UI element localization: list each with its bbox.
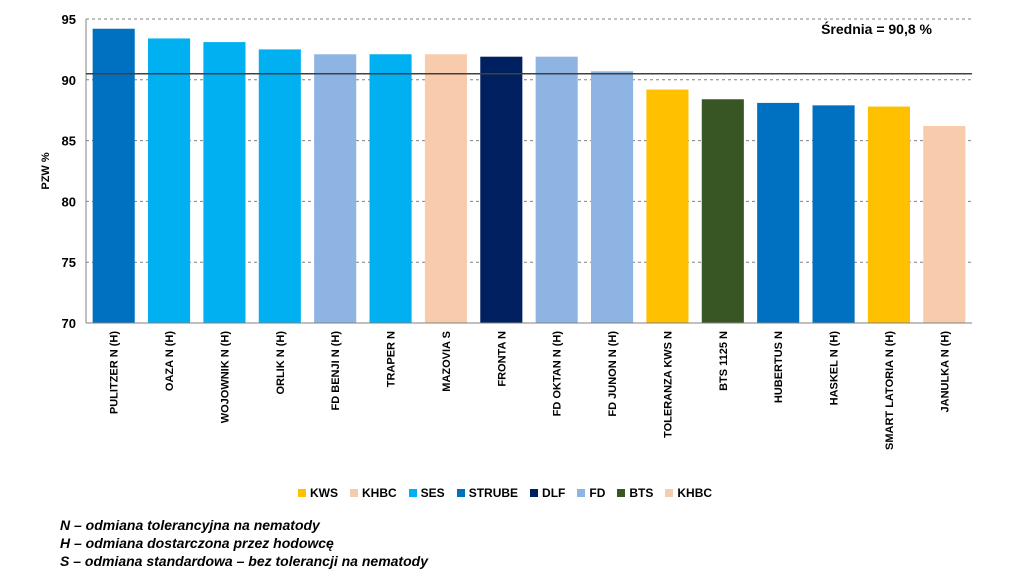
y-tick-label: 75: [62, 255, 76, 270]
legend-swatch: [350, 489, 358, 497]
y-tick-label: 85: [62, 134, 76, 149]
x-tick-label: SMART LATORIA N (H): [884, 331, 896, 450]
y-tick-label: 80: [62, 194, 76, 209]
x-tick-label: WOJOWNIK N (H): [219, 331, 231, 424]
bar-chart: Średnia = 90,8 % 70 75 80 85 90 95 PZW % PULITZE…: [40, 12, 972, 450]
footnotes: N – odmiana tolerancyjna na nematody H –…: [60, 516, 428, 570]
y-tick-label: 70: [62, 316, 76, 331]
bar: [812, 105, 855, 323]
chart-legend: KWS KHBC SES STRUBE DLF FD BTS KHBC: [298, 486, 724, 500]
legend-swatch: [617, 489, 626, 497]
footnote-n: N – odmiana tolerancyjna na nematody: [60, 517, 320, 533]
legend-swatch: [577, 489, 586, 497]
y-tick-label: 90: [62, 73, 76, 88]
x-tick-label: PULITZER N (H): [109, 331, 121, 414]
y-tick-label: 95: [62, 12, 76, 27]
legend-label: KHBC: [677, 486, 713, 500]
x-tick-label: FD BENJI N (H): [330, 331, 342, 411]
x-tick-label: TRAPER N: [386, 331, 398, 387]
legend-swatch: [530, 489, 539, 497]
x-tick-label: JANULKA N (H): [939, 331, 951, 413]
legend-item-strube: STRUBE: [456, 486, 519, 500]
footnote-h: H – odmiana dostarczona przez hodowcę: [60, 535, 334, 551]
bar: [480, 56, 523, 324]
bar: [757, 102, 800, 324]
legend-item-khbc-2: KHBC: [665, 486, 712, 500]
x-tick-label: HASKEL N (H): [829, 331, 841, 406]
bar: [314, 54, 357, 323]
legend-item-fd: FD: [577, 486, 605, 500]
legend-item-ses: SES: [408, 486, 445, 500]
bar: [92, 28, 135, 324]
bar: [646, 89, 689, 323]
x-tick-label: MAZOVIA S: [441, 331, 453, 392]
legend-swatch: [298, 489, 306, 497]
legend-label: DLF: [542, 486, 566, 500]
legend-item-bts: BTS: [617, 486, 653, 500]
legend-label: KHBC: [362, 486, 397, 500]
x-tick-label: FD OKTAN N (H): [552, 331, 564, 417]
footnote-s: S – odmiana standardowa – bez tolerancji…: [60, 553, 428, 569]
average-label: Średnia = 90,8 %: [821, 20, 932, 37]
legend-label: FD: [589, 486, 606, 500]
x-tick-label: TOLERANZA KWS N: [662, 331, 674, 438]
x-tick-label: FD JUNON N (H): [607, 331, 619, 417]
bar: [258, 49, 301, 324]
legend-label: BTS: [629, 486, 654, 500]
bar: [148, 38, 191, 324]
legend-label: KWS: [310, 486, 338, 500]
bar: [923, 126, 966, 324]
legend-item-kws: KWS: [298, 486, 338, 500]
bar: [535, 56, 578, 324]
legend-item-dlf: DLF: [530, 486, 565, 500]
x-tick-label: OAZA N (H): [164, 331, 176, 391]
legend-swatch: [665, 489, 674, 497]
legend-label: STRUBE: [468, 486, 519, 500]
legend-label: SES: [420, 486, 445, 500]
bar: [203, 42, 246, 323]
bar: [867, 106, 910, 323]
x-tick-label: ORLIK N (H): [275, 331, 287, 395]
x-tick-label: HUBERTUS N: [773, 331, 785, 403]
y-axis-label: PZW %: [40, 152, 52, 189]
x-tick-label: FRONTA N: [496, 331, 508, 387]
legend-swatch: [456, 489, 465, 497]
x-tick-label: BTS 1125 N: [718, 331, 730, 391]
legend-item-khbc: KHBC: [350, 486, 397, 500]
legend-swatch: [408, 489, 417, 497]
bar: [424, 54, 467, 323]
bar: [701, 99, 744, 323]
bar: [591, 71, 634, 324]
bar: [369, 54, 412, 323]
